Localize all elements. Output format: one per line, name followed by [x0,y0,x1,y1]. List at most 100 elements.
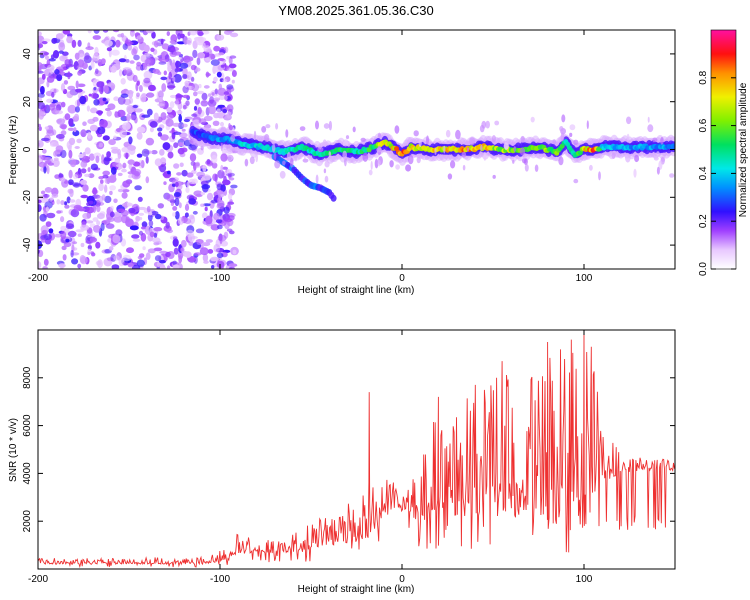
noise-blob [186,181,190,188]
noise-blob [51,193,59,198]
noise-blob [200,100,209,107]
noise-blob [211,162,218,169]
faint-blob [323,123,330,129]
noise-blob [220,121,224,127]
noise-blob [147,248,156,254]
noise-blob [117,188,124,193]
noise-blob [122,43,128,50]
faint-blob [273,152,277,161]
noise-blob [159,250,168,254]
noise-blob [58,173,64,178]
noise-blob [93,225,101,233]
noise-blob [157,71,162,75]
y-tick-label: -20 [22,190,33,205]
faint-blob [625,152,631,163]
noise-blob [38,140,44,148]
noise-blob [46,165,50,175]
noise-blob [80,129,87,138]
noise-blob [38,261,42,269]
noise-blob [45,221,52,228]
noise-blob [44,126,49,130]
noise-blob [142,246,146,251]
faint-blob [413,130,419,137]
faint-blob [324,161,330,168]
noise-blob [196,239,202,245]
noise-blob [47,64,55,71]
y-tick-label: 40 [22,48,33,60]
noise-blob [79,95,87,105]
noise-blob [126,113,131,122]
faint-blob [494,120,500,126]
noise-blob [203,85,210,89]
noise-blob [181,169,188,177]
noise-blob [156,261,161,268]
noise-blob [227,67,235,72]
noise-blob [52,142,59,147]
noise-blob [167,251,175,259]
noise-blob [45,55,49,60]
x-tick-label: -100 [210,574,230,585]
noise-blob [80,168,87,174]
noise-blob [65,238,70,243]
faint-blob [405,164,412,172]
noise-blob [88,153,95,161]
noise-blob [46,129,55,137]
noise-blob [150,47,155,52]
noise-blob [180,239,187,248]
noise-blob [110,166,117,175]
noise-blob [76,65,83,70]
noise-blob [58,263,66,268]
noise-blob [56,74,63,82]
noise-blob [43,165,47,174]
noise-blob [230,32,239,38]
noise-blob [211,92,215,96]
noise-blob [172,122,181,127]
faint-blob [377,159,381,167]
noise-blob [113,211,121,218]
noise-blob [122,122,131,131]
noise-blob [206,192,214,201]
noise-blob [77,70,83,76]
noise-blob [192,210,198,215]
noise-blob [102,170,110,176]
noise-blob [144,59,151,64]
noise-blob [136,259,145,267]
noise-blob [52,159,60,168]
faint-blob [416,156,421,164]
x-tick-label: -200 [28,574,48,585]
noise-blob [193,252,202,256]
noise-blob [202,164,207,172]
noise-blob [183,118,190,123]
faint-blob [282,160,286,166]
noise-blob [216,183,223,191]
faint-blob [658,160,663,170]
colorbar-tick-label: 0.8 [698,70,709,84]
noise-blob [196,36,205,46]
noise-blob [228,193,233,200]
noise-blob [166,31,170,37]
faint-blob [461,151,467,158]
noise-blob [49,103,56,111]
faint-blob [503,142,509,151]
noise-blob [79,53,85,60]
faint-blob [317,146,324,153]
noise-blob [205,239,213,243]
noise-blob [111,264,120,269]
noise-blob [172,260,177,266]
faint-blob [376,147,382,153]
noise-blob [64,204,70,209]
noise-blob [148,211,153,216]
noise-blob [131,48,138,56]
noise-blob [141,148,150,157]
noise-blob [222,78,228,83]
noise-blob [89,237,98,243]
noise-blob [85,220,94,224]
noise-blob [44,187,53,193]
noise-blob [44,258,49,266]
faint-blob [455,129,461,140]
noise-blob [116,164,122,168]
noise-blob [169,101,175,109]
noise-blob [80,242,85,248]
noise-blob [176,110,183,115]
